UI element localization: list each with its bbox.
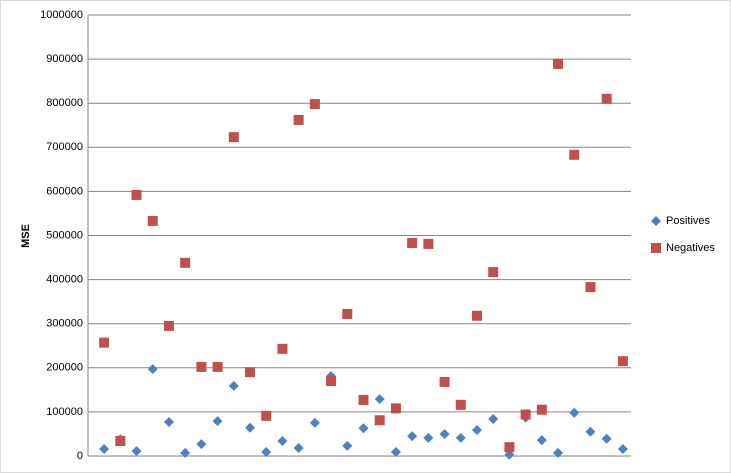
marker	[277, 343, 288, 354]
y-tick-label: 600000	[46, 185, 83, 197]
marker	[309, 99, 320, 110]
marker	[536, 404, 547, 415]
y-tick-label: 0	[77, 450, 83, 462]
marker	[471, 310, 482, 321]
marker	[293, 443, 304, 454]
marker	[342, 440, 353, 451]
marker	[358, 423, 369, 434]
marker	[488, 267, 499, 278]
marker	[390, 447, 401, 458]
marker	[601, 93, 612, 104]
y-tick-label: 800000	[46, 97, 83, 109]
marker	[245, 367, 256, 378]
marker	[99, 443, 110, 454]
marker	[536, 435, 547, 446]
y-tick-label: 200000	[46, 362, 83, 374]
marker	[455, 399, 466, 410]
marker	[99, 337, 110, 348]
marker	[326, 376, 337, 387]
marker	[309, 417, 320, 428]
marker	[163, 417, 174, 428]
y-tick-label: 100000	[46, 406, 83, 418]
marker	[374, 415, 385, 426]
marker	[147, 215, 158, 226]
marker	[423, 432, 434, 443]
marker	[553, 447, 564, 458]
marker	[553, 58, 564, 69]
marker	[569, 149, 580, 160]
legend-label: Positives	[666, 215, 711, 227]
y-tick-label: 400000	[46, 274, 83, 286]
marker	[212, 361, 223, 372]
marker	[617, 356, 628, 367]
marker	[131, 189, 142, 200]
marker	[147, 364, 158, 375]
marker	[212, 416, 223, 427]
marker	[569, 407, 580, 418]
marker	[520, 409, 531, 420]
marker	[342, 308, 353, 319]
y-tick-label: 700000	[46, 141, 83, 153]
marker	[196, 439, 207, 450]
marker	[439, 376, 450, 387]
marker	[423, 238, 434, 249]
marker	[488, 413, 499, 424]
marker	[585, 282, 596, 293]
y-axis-label: MSE	[20, 224, 32, 248]
legend-marker	[651, 243, 661, 253]
marker	[245, 422, 256, 433]
marker	[180, 447, 191, 458]
marker	[390, 403, 401, 414]
legend-label: Negatives	[666, 242, 715, 254]
marker	[407, 237, 418, 248]
y-tick-label: 1000000	[40, 9, 83, 21]
marker	[180, 257, 191, 268]
marker	[277, 436, 288, 447]
y-tick-label: 500000	[46, 229, 83, 241]
marker	[261, 410, 272, 421]
y-tick-label: 900000	[46, 53, 83, 65]
marker	[455, 432, 466, 443]
marker	[228, 132, 239, 143]
marker	[163, 320, 174, 331]
marker	[261, 447, 272, 458]
marker	[407, 431, 418, 442]
marker	[504, 442, 515, 453]
marker	[293, 114, 304, 125]
marker	[131, 446, 142, 457]
marker	[471, 424, 482, 435]
y-tick-label: 300000	[46, 318, 83, 330]
marker	[115, 436, 126, 447]
marker	[374, 394, 385, 405]
marker	[585, 426, 596, 437]
marker	[196, 361, 207, 372]
marker	[601, 433, 612, 444]
marker	[439, 428, 450, 439]
legend-marker	[651, 216, 661, 226]
marker	[617, 443, 628, 454]
marker	[228, 380, 239, 391]
marker	[358, 394, 369, 405]
